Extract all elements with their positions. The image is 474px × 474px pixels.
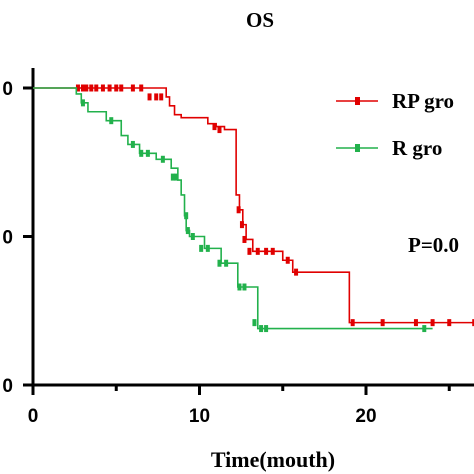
censor-mark: [80, 99, 85, 107]
censor-mark: [170, 173, 175, 181]
censor-mark: [147, 93, 152, 101]
censor-mark: [94, 84, 99, 92]
censor-mark: [139, 149, 144, 157]
censor-mark: [380, 319, 385, 327]
censor-mark: [242, 235, 247, 243]
censor-mark: [413, 319, 418, 327]
censor-mark: [174, 173, 179, 181]
censor-mark: [242, 283, 247, 291]
x-tick-label: 20: [355, 406, 376, 427]
censor-mark: [159, 93, 164, 101]
survival-curve: [33, 87, 474, 324]
p-value-annotation: P=0.0: [408, 233, 459, 257]
censor-mark: [259, 325, 264, 333]
censor-mark: [184, 212, 189, 220]
series-rp: [33, 84, 474, 327]
censor-mark: [145, 149, 150, 157]
censor-mark: [237, 283, 242, 291]
x-axis-label: Time(mouth): [211, 447, 335, 472]
censor-mark: [185, 227, 190, 235]
censor-mark: [80, 84, 85, 92]
censor-mark: [247, 247, 252, 255]
censor-mark: [75, 84, 80, 92]
censor-mark: [100, 84, 105, 92]
censor-mark: [447, 319, 452, 327]
censor-mark: [252, 319, 257, 327]
series-r: [33, 87, 433, 333]
legend-swatch-marker: [355, 97, 360, 105]
censor-mark: [114, 84, 119, 92]
censor-mark: [350, 319, 355, 327]
censor-mark: [217, 259, 222, 267]
legend-label: R gro: [392, 136, 442, 160]
censor-mark: [212, 123, 217, 131]
censor-mark: [236, 206, 241, 214]
censor-mark: [130, 84, 135, 92]
censor-mark: [205, 244, 210, 252]
censor-mark: [109, 117, 114, 125]
legend-swatch-marker: [355, 144, 360, 152]
censor-mark: [294, 268, 299, 276]
censor-mark: [422, 325, 427, 333]
censor-mark: [270, 247, 275, 255]
censor-mark: [264, 247, 269, 255]
censor-mark: [264, 325, 269, 333]
censor-mark: [430, 319, 435, 327]
survival-curve: [33, 87, 433, 330]
censor-mark: [224, 259, 229, 267]
x-tick-label: 0: [28, 406, 39, 427]
series-layer: [33, 84, 474, 333]
censor-mark: [190, 233, 195, 240]
y-tick-label: 0: [2, 376, 13, 397]
censor-mark: [89, 84, 94, 92]
censor-mark: [239, 221, 244, 229]
censor-mark: [285, 256, 290, 264]
legend-label: RP gro: [392, 89, 454, 113]
censor-mark: [154, 93, 159, 101]
y-tick-label: 0: [2, 79, 13, 100]
chart-title: OS: [246, 8, 274, 32]
y-tick-label: 0: [2, 228, 13, 249]
censor-mark: [130, 140, 135, 148]
censor-mark: [255, 247, 260, 255]
censor-mark: [472, 319, 474, 327]
censor-mark: [199, 244, 204, 252]
censor-mark: [84, 84, 89, 92]
censor-mark: [217, 126, 222, 134]
legend: RP gro R gro: [336, 89, 454, 160]
censor-mark: [139, 84, 144, 92]
censor-mark: [160, 155, 165, 163]
x-tick-label: 10: [189, 406, 210, 427]
censor-mark: [119, 84, 124, 92]
censor-mark: [107, 84, 112, 92]
